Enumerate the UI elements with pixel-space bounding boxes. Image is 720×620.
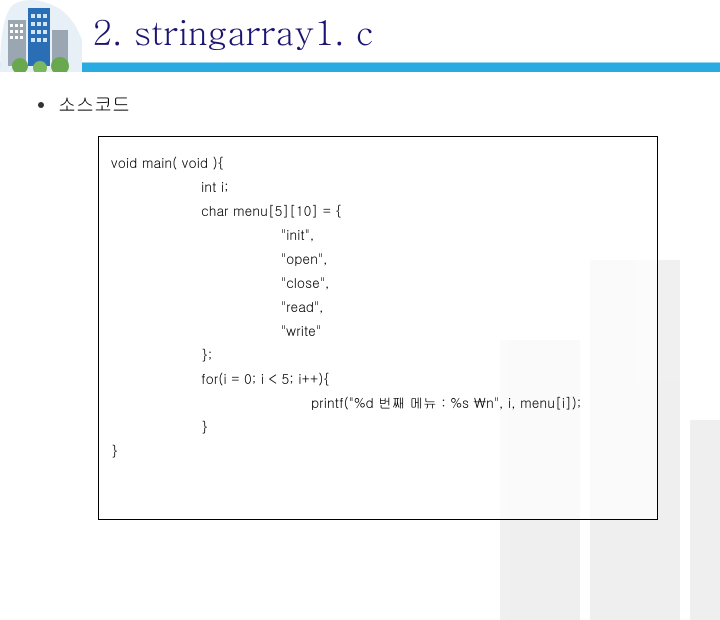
content-area: 소스코드 [38,92,130,117]
code-line: "init", [281,225,314,244]
code-line: }; [201,345,212,364]
bullet-dot-icon [38,102,44,108]
bullet-item: 소스코드 [38,92,130,117]
bullet-label: 소스코드 [58,92,130,117]
header-band [0,62,720,72]
code-line: "write" [281,321,321,340]
code-line: void main( void ){ [111,153,224,172]
code-line: "open", [281,249,327,268]
logo-building-icon [0,0,82,72]
code-line: } [201,417,208,436]
code-line: "close", [281,273,329,292]
code-line: } [111,441,118,460]
source-code: void main( void ){ int i; char menu[5][1… [111,151,645,463]
source-code-box: void main( void ){ int i; char menu[5][1… [98,136,658,520]
code-line: for(i = 0; i < 5; i++){ [201,369,330,388]
code-line: "read", [281,297,324,316]
code-line: printf("%d 번째 메뉴 : %s \n", i, menu[i]); [311,393,581,412]
slide-title: 2. stringarray1. c [92,6,374,55]
code-line: int i; [201,177,229,196]
code-line: char menu[5][10] = { [201,201,342,220]
